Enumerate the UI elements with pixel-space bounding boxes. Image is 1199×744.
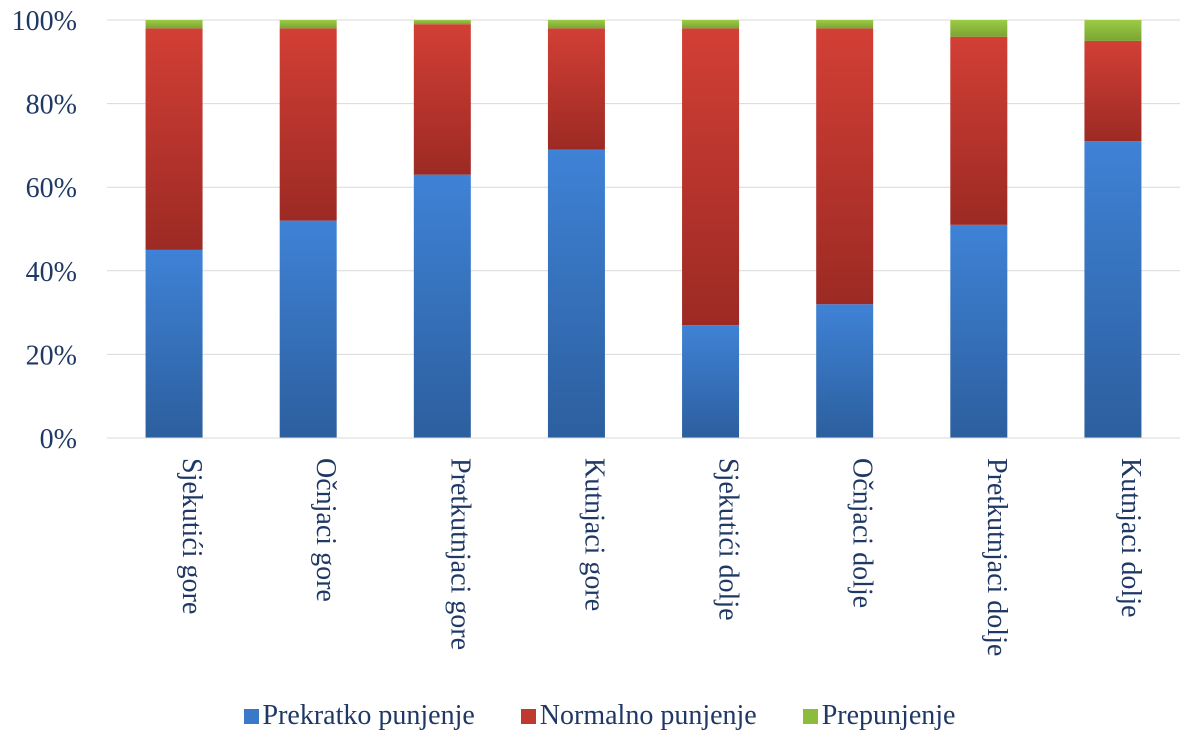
legend-swatch-prekratko: [243, 708, 259, 724]
bar-segment: [413, 20, 471, 25]
bar-segment: [950, 36, 1008, 225]
x-tick-label: Sjekutići gore: [176, 458, 207, 614]
y-tick-label: 20%: [26, 340, 77, 371]
legend-swatch-normalno: [520, 708, 536, 724]
bar-segment: [145, 20, 203, 29]
bar-segment: [1084, 141, 1142, 438]
bar-segment: [279, 28, 337, 221]
bar-segment: [145, 249, 203, 438]
x-tick-label: Kutnjaci dolje: [1115, 458, 1146, 617]
y-tick-label: 100%: [12, 6, 77, 37]
bar-segment: [547, 28, 605, 150]
bar-segment: [950, 224, 1008, 438]
bar-segment: [279, 220, 337, 438]
legend-item-prepunjenje: Prepunjenje: [802, 700, 956, 732]
bar-segment: [279, 20, 337, 29]
y-tick-label: 40%: [26, 257, 77, 288]
bar-segment: [547, 149, 605, 438]
bar-segment: [816, 28, 874, 305]
legend-item-prekratko: Prekratko punjenje: [243, 700, 475, 732]
x-tick-label: Pretkutnjaci dolje: [981, 458, 1012, 656]
chart-plot: 0% 20% 40% 60% 80% 100% Sjekutići gore Očnjaci …: [12, 6, 1180, 656]
bar-segment: [145, 28, 203, 250]
legend-label-prepunjenje: Prepunjenje: [821, 700, 956, 731]
x-tick-label: Očnjaci gore: [310, 458, 341, 602]
legend-swatch-prepunjenje: [802, 708, 818, 724]
bar-segment: [1084, 40, 1142, 142]
chart-legend: Prekratko punjenje Normalno punjenje Pre…: [0, 700, 1199, 732]
bar-segment: [682, 325, 740, 438]
bar-segment: [816, 20, 874, 29]
bar-segment: [682, 28, 740, 326]
x-tick-label: Pretkutnjaci gore: [444, 458, 475, 650]
bar-segment: [547, 20, 605, 29]
x-tick-label: Kutnjaci gore: [578, 458, 609, 611]
bar-segment: [950, 20, 1008, 37]
y-tick-label: 80%: [26, 90, 77, 121]
bar-segment: [1084, 20, 1142, 41]
bar-segment: [682, 20, 740, 29]
legend-label-normalno: Normalno punjenje: [539, 700, 757, 731]
x-tick-label: Očnjaci dolje: [847, 458, 878, 608]
bar-segment: [413, 24, 471, 175]
y-tick-label: 60%: [26, 173, 77, 204]
y-tick-label: 0%: [40, 424, 77, 455]
bar-segment: [413, 174, 471, 438]
legend-label-prekratko: Prekratko punjenje: [262, 700, 475, 731]
legend-item-normalno: Normalno punjenje: [520, 700, 757, 732]
x-tick-label: Sjekutići dolje: [713, 458, 744, 621]
bar-segment: [816, 304, 874, 438]
